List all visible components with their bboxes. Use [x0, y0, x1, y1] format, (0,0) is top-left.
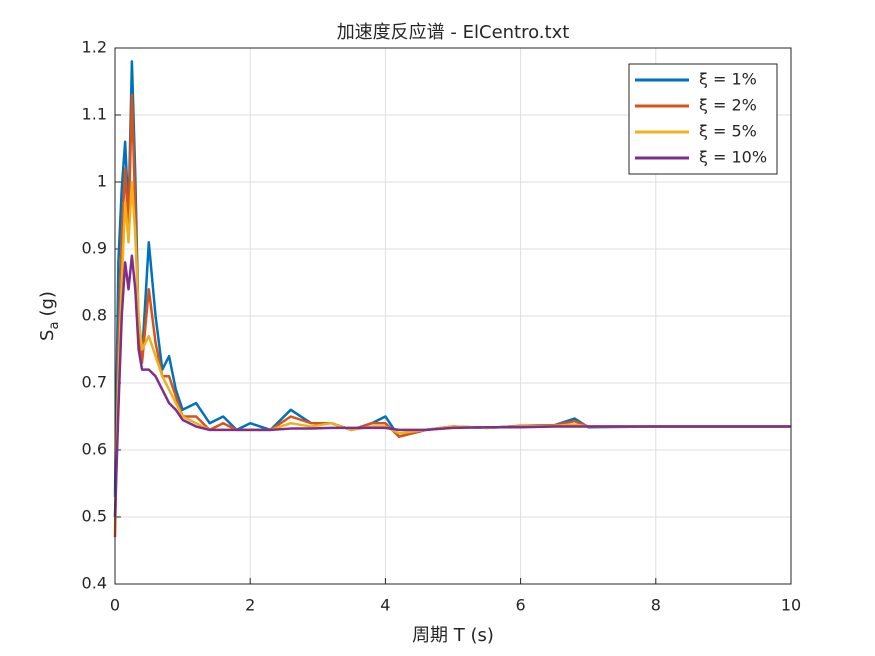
legend-label: ξ = 5% — [699, 122, 757, 141]
y-tick-label: 1.2 — [82, 38, 107, 57]
y-tick-label: 0.4 — [82, 574, 107, 593]
y-tick-label: 0.8 — [82, 306, 107, 325]
chart-title: 加速度反应谱 - ElCentro.txt — [337, 22, 570, 43]
legend-label: ξ = 2% — [699, 96, 757, 115]
y-tick-label: 1.1 — [82, 105, 107, 124]
legend-label: ξ = 1% — [699, 70, 757, 89]
y-tick-label: 0.9 — [82, 239, 107, 258]
legend-label: ξ = 10% — [699, 148, 767, 167]
y-tick-label: 0.5 — [82, 507, 107, 526]
x-tick-label: 4 — [380, 596, 390, 615]
legend-box — [628, 63, 778, 175]
y-tick-label: 0.7 — [82, 373, 107, 392]
y-tick-label: 1 — [97, 172, 107, 191]
x-axis-label: 周期 T (s) — [412, 625, 494, 646]
x-tick-label: 6 — [516, 596, 526, 615]
y-tick-label: 0.6 — [82, 440, 107, 459]
series-line — [113, 254, 791, 518]
x-tick-label: 8 — [651, 596, 661, 615]
axes-box — [114, 47, 792, 585]
y-axis-label: Sa (g) — [37, 291, 62, 341]
x-tick-label: 2 — [245, 596, 255, 615]
x-tick-label: 0 — [110, 596, 120, 615]
y-label-main: S — [37, 330, 58, 341]
x-tick-label: 10 — [781, 596, 801, 615]
y-label-sub: a — [47, 322, 62, 330]
y-label-unit: (g) — [37, 291, 58, 316]
